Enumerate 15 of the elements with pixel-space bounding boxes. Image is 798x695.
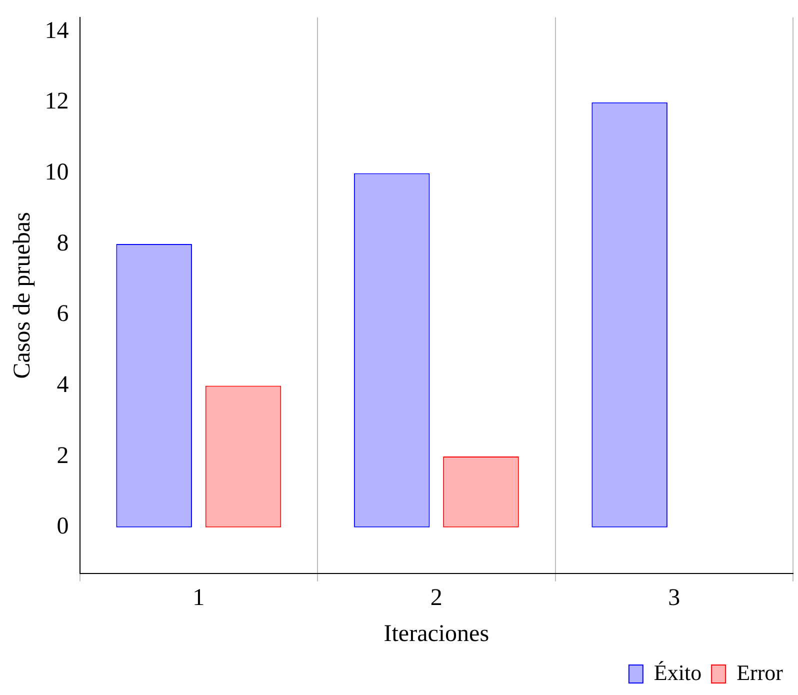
y-tick-label: 8 (56, 230, 69, 256)
x-axis-title: Iteraciones (384, 620, 490, 647)
x-tick-label: 3 (668, 585, 680, 612)
legend-label: Éxito (654, 660, 702, 685)
y-tick-label: 2 (56, 442, 69, 469)
y-tick-label: 12 (44, 88, 69, 115)
y-tick-label: 0 (56, 514, 69, 540)
x-tick-label: 1 (192, 585, 205, 612)
y-tick-label: 10 (44, 160, 69, 186)
x-tick-label: 2 (430, 585, 442, 612)
legend-label: Error (736, 660, 784, 685)
y-axis-title: Casos de pruebas (10, 212, 36, 379)
y-tick-label: 4 (56, 372, 69, 398)
y-tick-label: 14 (44, 18, 69, 44)
y-tick-label: 6 (56, 301, 69, 328)
